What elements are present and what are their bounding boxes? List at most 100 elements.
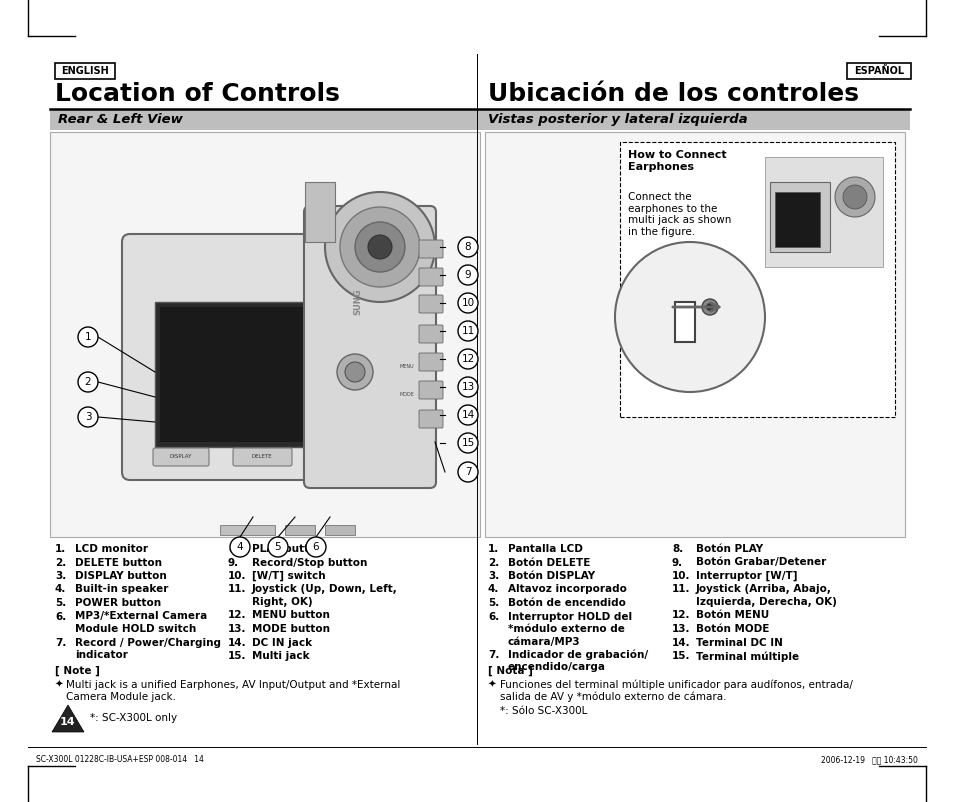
Circle shape [457,293,477,313]
Text: 7.: 7. [55,638,67,647]
Circle shape [336,354,373,390]
Circle shape [705,303,713,311]
Bar [285,525,314,535]
Text: SC-X300L 01228C-IB-USA+ESP 008-014   14: SC-X300L 01228C-IB-USA+ESP 008-014 14 [36,755,204,764]
Text: 12.: 12. [228,610,246,621]
Text: *: Sólo SC-X300L: *: Sólo SC-X300L [499,706,587,716]
Text: Joystick (Arriba, Abajo,: Joystick (Arriba, Abajo, [696,585,831,594]
Circle shape [834,177,874,217]
Text: Multi jack: Multi jack [252,651,310,661]
Bar [220,525,274,535]
Text: Botón Grabar/Detener: Botón Grabar/Detener [696,557,825,568]
Text: 11.: 11. [671,585,690,594]
Text: DELETE button: DELETE button [75,557,162,568]
Polygon shape [52,705,84,732]
Text: Funciones del terminal múltiple unificador para audífonos, entrada/: Funciones del terminal múltiple unificad… [499,680,852,691]
Text: 11: 11 [461,326,475,336]
Bar [55,63,115,79]
Circle shape [230,537,250,557]
Bar [619,142,894,417]
Text: POWER button: POWER button [75,598,161,608]
Circle shape [457,377,477,397]
Circle shape [457,321,477,341]
Text: ENGLISH: ENGLISH [61,66,109,76]
Text: 3: 3 [85,412,91,422]
Circle shape [457,405,477,425]
Text: 9.: 9. [228,557,239,568]
Bar [769,182,829,252]
Text: 13: 13 [461,382,475,392]
Text: Botón MODE: Botón MODE [696,624,768,634]
Text: MENU button: MENU button [252,610,330,621]
Circle shape [325,192,435,302]
Text: [ Note ]: [ Note ] [55,666,100,676]
Text: *módulo externo de: *módulo externo de [507,624,624,634]
Text: Botón DELETE: Botón DELETE [507,557,590,568]
Bar [846,63,910,79]
Text: 4.: 4. [55,585,67,594]
Text: Multi jack is a unified Earphones, AV Input/Output and *External: Multi jack is a unified Earphones, AV In… [66,680,400,690]
Bar [774,192,820,247]
Text: Right, OK): Right, OK) [252,597,313,607]
Text: Record / Power/Charging: Record / Power/Charging [75,638,221,647]
Text: PLAY button: PLAY button [252,544,323,554]
Text: cámara/MP3: cámara/MP3 [507,637,580,646]
Text: ✦: ✦ [488,680,497,690]
Text: Botón PLAY: Botón PLAY [696,544,762,554]
Circle shape [339,207,419,287]
Text: 6.: 6. [55,611,66,622]
Text: Record/Stop button: Record/Stop button [252,557,367,568]
Text: Vistas posterior y lateral izquierda: Vistas posterior y lateral izquierda [488,113,747,126]
Circle shape [306,537,326,557]
Text: 5.: 5. [488,598,498,608]
Text: 1.: 1. [488,544,498,554]
Text: How to Connect
Earphones: How to Connect Earphones [627,150,726,172]
Text: DC IN jack: DC IN jack [252,638,312,647]
Circle shape [268,537,288,557]
Text: ✦: ✦ [55,680,64,690]
Bar [675,302,695,342]
Text: 6.: 6. [488,611,498,622]
Circle shape [842,185,866,209]
Text: 15: 15 [461,438,475,448]
Bar [325,525,355,535]
Text: Botón de encendido: Botón de encendido [507,598,625,608]
Text: DELETE: DELETE [252,455,272,460]
Text: 13.: 13. [228,624,246,634]
FancyBboxPatch shape [418,295,442,313]
Text: 8: 8 [464,242,471,252]
Text: Location of Controls: Location of Controls [55,82,339,106]
Text: MP3/*External Camera: MP3/*External Camera [75,611,207,622]
Text: Terminal DC IN: Terminal DC IN [696,638,782,647]
Text: Rear & Left View: Rear & Left View [58,113,183,126]
Text: 11.: 11. [228,585,246,594]
Text: 12: 12 [461,354,475,364]
Text: Camera Module jack.: Camera Module jack. [66,692,175,702]
Text: 15.: 15. [228,651,246,661]
Text: 15.: 15. [671,651,690,661]
Text: 2.: 2. [488,557,498,568]
Text: 6: 6 [313,542,319,552]
Text: 5: 5 [274,542,281,552]
Circle shape [457,462,477,482]
Text: 10.: 10. [228,571,246,581]
Text: salida de AV y *módulo externo de cámara.: salida de AV y *módulo externo de cámara… [499,692,726,703]
Text: LCD monitor: LCD monitor [75,544,148,554]
Text: [ Nota ]: [ Nota ] [488,666,533,676]
Circle shape [457,349,477,369]
FancyBboxPatch shape [418,381,442,399]
Text: 2.: 2. [55,557,66,568]
Text: Botón MENU: Botón MENU [696,610,768,621]
Text: 2: 2 [85,377,91,387]
Circle shape [457,265,477,285]
Text: 3.: 3. [55,571,66,581]
Circle shape [457,237,477,257]
Text: 10.: 10. [671,571,690,581]
Text: 14.: 14. [671,638,690,647]
FancyBboxPatch shape [418,325,442,343]
Text: Interruptor HOLD del: Interruptor HOLD del [507,611,632,622]
Text: Connect the
earphones to the
multi jack as shown
in the figure.: Connect the earphones to the multi jack … [627,192,731,237]
Text: 10: 10 [461,298,474,308]
FancyBboxPatch shape [418,410,442,428]
Text: 9.: 9. [671,557,682,568]
